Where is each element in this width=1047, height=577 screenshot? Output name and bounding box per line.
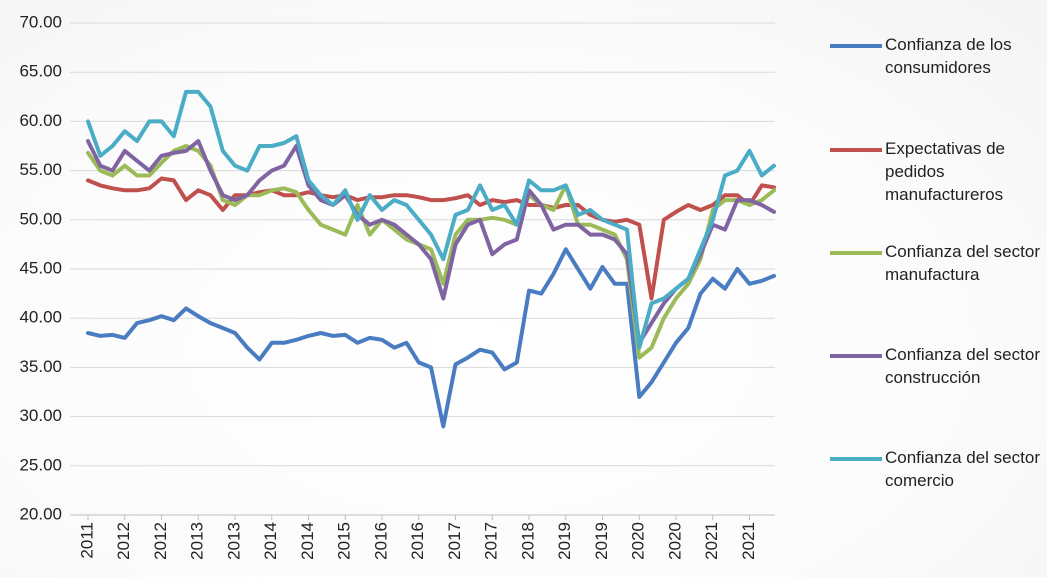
legend-entry: Confianza del sector manufactura <box>830 240 1045 286</box>
series-line <box>86 144 776 360</box>
x-tick-label: 2014 <box>298 522 317 560</box>
x-tick-label: 2021 <box>702 522 721 560</box>
y-tick-label: 60.00 <box>19 111 62 130</box>
series-line <box>86 247 776 429</box>
x-tick-label: 2017 <box>445 522 464 560</box>
x-tick-label: 2013 <box>188 522 207 560</box>
legend-label: Confianza del sector comercio <box>885 448 1040 490</box>
y-tick-label: 45.00 <box>19 258 62 277</box>
x-tick-label: 2012 <box>114 522 133 560</box>
legend-swatch <box>830 354 882 358</box>
x-tick-label: 2013 <box>224 522 243 560</box>
y-tick-label: 20.00 <box>19 504 62 523</box>
y-tick-label: 25.00 <box>19 455 62 474</box>
legend-entry: Expectativas de pedidos manufactureros <box>830 137 1045 206</box>
y-tick-label: 35.00 <box>19 357 62 376</box>
series-line <box>86 139 776 345</box>
x-tick-label: 2017 <box>482 522 501 560</box>
legend-swatch <box>830 251 882 255</box>
legend-label: Confianza de los consumidores <box>885 35 1012 77</box>
x-tick-label: 2014 <box>261 522 280 560</box>
x-tick-label: 2020 <box>665 522 684 560</box>
x-tick-label: 2011 <box>77 522 96 559</box>
legend-entry: Confianza del sector comercio <box>830 446 1045 492</box>
y-tick-label: 55.00 <box>19 160 62 179</box>
y-tick-label: 65.00 <box>19 62 62 81</box>
y-tick-label: 50.00 <box>19 209 62 228</box>
x-tick-label: 2019 <box>592 522 611 560</box>
series-line <box>86 176 776 301</box>
y-tick-label: 30.00 <box>19 406 62 425</box>
x-tick-label: 2019 <box>555 522 574 560</box>
y-tick-label: 70.00 <box>19 12 62 31</box>
x-tick-label: 2016 <box>371 522 390 560</box>
legend-entry: Confianza de los consumidores <box>830 33 1045 79</box>
x-tick-label: 2015 <box>335 522 354 560</box>
legend-swatch <box>830 44 882 48</box>
series-line <box>86 89 776 350</box>
x-tick-label: 2021 <box>739 522 758 560</box>
legend-label: Confianza del sector manufactura <box>885 242 1040 284</box>
x-tick-label: 2012 <box>151 522 170 560</box>
legend-entry: Confianza del sector construcción <box>830 343 1045 389</box>
legend-label: Confianza del sector construcción <box>885 345 1040 387</box>
x-tick-label: 2018 <box>518 522 537 560</box>
legend-swatch <box>830 457 882 461</box>
x-tick-label: 2016 <box>408 522 427 560</box>
x-tick-label: 2020 <box>629 522 648 560</box>
y-tick-label: 40.00 <box>19 308 62 327</box>
legend-swatch <box>830 148 882 152</box>
legend-label: Expectativas de pedidos manufactureros <box>885 139 1006 204</box>
